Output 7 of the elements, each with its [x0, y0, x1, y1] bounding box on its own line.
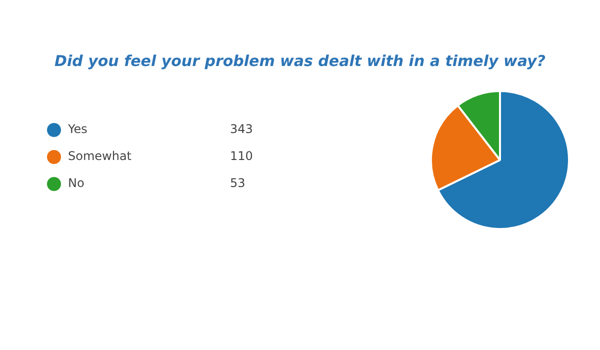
chart-title: Did you feel your problem was dealt with in a timely way?: [54, 52, 546, 70]
legend-label: Somewhat: [68, 149, 132, 164]
data-label: 343: [230, 122, 253, 136]
legend-label: No: [68, 176, 84, 190]
data-label: 53: [230, 176, 246, 190]
legend-label: Yes: [67, 122, 88, 136]
data-label: 110: [230, 149, 253, 164]
